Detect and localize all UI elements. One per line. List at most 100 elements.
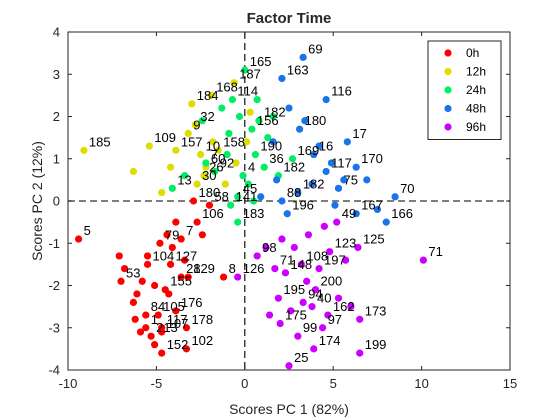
point-48h xyxy=(315,142,323,150)
legend-marker xyxy=(444,49,452,57)
point-96h xyxy=(320,222,328,230)
point-0h xyxy=(158,349,166,357)
point-label: 197 xyxy=(324,253,346,268)
point-96h xyxy=(253,252,261,260)
point-label: 53 xyxy=(126,265,140,280)
legend: 0h 12h 24h 48h 96h xyxy=(427,40,502,140)
point-label: 36 xyxy=(269,151,283,166)
point-24h xyxy=(235,112,244,121)
point-12h xyxy=(246,108,254,116)
point-48h xyxy=(285,104,293,112)
point-label: 167 xyxy=(361,198,383,213)
point-24h xyxy=(223,150,231,159)
point-label: 94 xyxy=(308,286,322,301)
y-tick-label: -4 xyxy=(48,363,60,378)
point-label: 58 xyxy=(214,189,228,204)
point-label: 185 xyxy=(89,134,111,149)
point-48h xyxy=(322,96,330,104)
y-tick-label: 2 xyxy=(53,109,60,124)
legend-label: 24h xyxy=(466,83,486,97)
point-96h xyxy=(285,362,293,370)
point-label: 196 xyxy=(292,198,314,213)
point-label: 127 xyxy=(176,248,198,263)
point-48h xyxy=(294,188,302,197)
point-96h xyxy=(326,248,334,256)
point-label: 117 xyxy=(167,312,188,327)
point-label: 163 xyxy=(287,62,309,77)
legend-marker xyxy=(444,67,452,76)
legend-label: 48h xyxy=(466,102,486,116)
point-label: 99 xyxy=(303,320,317,335)
point-0h xyxy=(120,265,129,273)
point-96h xyxy=(290,243,298,252)
point-label: 108 xyxy=(306,248,328,263)
point-label: 129 xyxy=(193,261,215,276)
point-label: 114 xyxy=(237,84,258,99)
point-label: 71 xyxy=(428,244,442,259)
x-tick-label: 5 xyxy=(330,376,337,391)
point-12h xyxy=(197,150,205,159)
point-label: 180 xyxy=(305,113,327,128)
point-label: 165 xyxy=(250,54,272,69)
point-label: 9 xyxy=(193,117,200,132)
point-0h xyxy=(184,273,192,281)
point-label: 109 xyxy=(154,130,176,145)
legend-label: 0h xyxy=(466,46,479,60)
point-0h xyxy=(182,324,191,332)
point-12h xyxy=(200,172,208,180)
point-24h xyxy=(255,117,263,125)
point-96h xyxy=(310,345,318,353)
legend-marker xyxy=(444,123,452,131)
y-tick-label: 3 xyxy=(53,67,60,82)
y-tick-label: 0 xyxy=(53,194,60,209)
point-label: 126 xyxy=(243,261,265,276)
point-24h xyxy=(260,163,268,171)
point-label: 25 xyxy=(294,350,308,365)
point-label: 195 xyxy=(283,282,305,297)
point-0h xyxy=(117,277,125,285)
point-label: 166 xyxy=(391,206,413,221)
point-label: 16 xyxy=(319,139,333,154)
point-label: 155 xyxy=(170,274,192,289)
point-0h xyxy=(147,332,155,340)
point-24h xyxy=(181,172,189,180)
point-48h xyxy=(382,218,390,226)
point-label: 190 xyxy=(260,139,282,154)
y-tick-label: -3 xyxy=(48,320,60,335)
point-0h xyxy=(189,197,198,205)
point-48h xyxy=(373,205,381,214)
point-0h xyxy=(115,252,123,260)
point-label: 157 xyxy=(181,134,203,149)
point-96h xyxy=(324,311,332,319)
point-24h xyxy=(241,66,249,74)
point-label: 7 xyxy=(211,147,218,162)
point-48h xyxy=(327,159,336,167)
point-96h xyxy=(333,218,341,226)
point-96h xyxy=(278,235,286,243)
point-label: 75 xyxy=(344,172,358,187)
point-48h xyxy=(308,180,316,188)
point-24h xyxy=(202,159,210,167)
point-48h xyxy=(340,176,348,184)
point-label: 32 xyxy=(200,109,214,124)
point-0h xyxy=(168,243,176,252)
point-label: 4 xyxy=(248,160,255,175)
point-label: 174 xyxy=(319,333,341,348)
point-label: 1 xyxy=(151,312,158,327)
point-0h xyxy=(182,345,191,353)
point-48h xyxy=(363,176,371,184)
point-0h xyxy=(142,324,150,332)
point-label: 116 xyxy=(331,84,352,99)
point-label: 176 xyxy=(181,295,203,310)
point-label: 187 xyxy=(239,67,261,82)
point-48h xyxy=(299,53,307,61)
point-96h xyxy=(281,269,290,277)
point-label: 30 xyxy=(202,168,216,183)
point-12h xyxy=(184,129,192,137)
x-tick-label: -5 xyxy=(151,376,163,391)
point-12h xyxy=(242,138,251,146)
point-96h xyxy=(299,298,307,306)
point-48h xyxy=(334,184,343,192)
point-96h xyxy=(356,349,364,357)
